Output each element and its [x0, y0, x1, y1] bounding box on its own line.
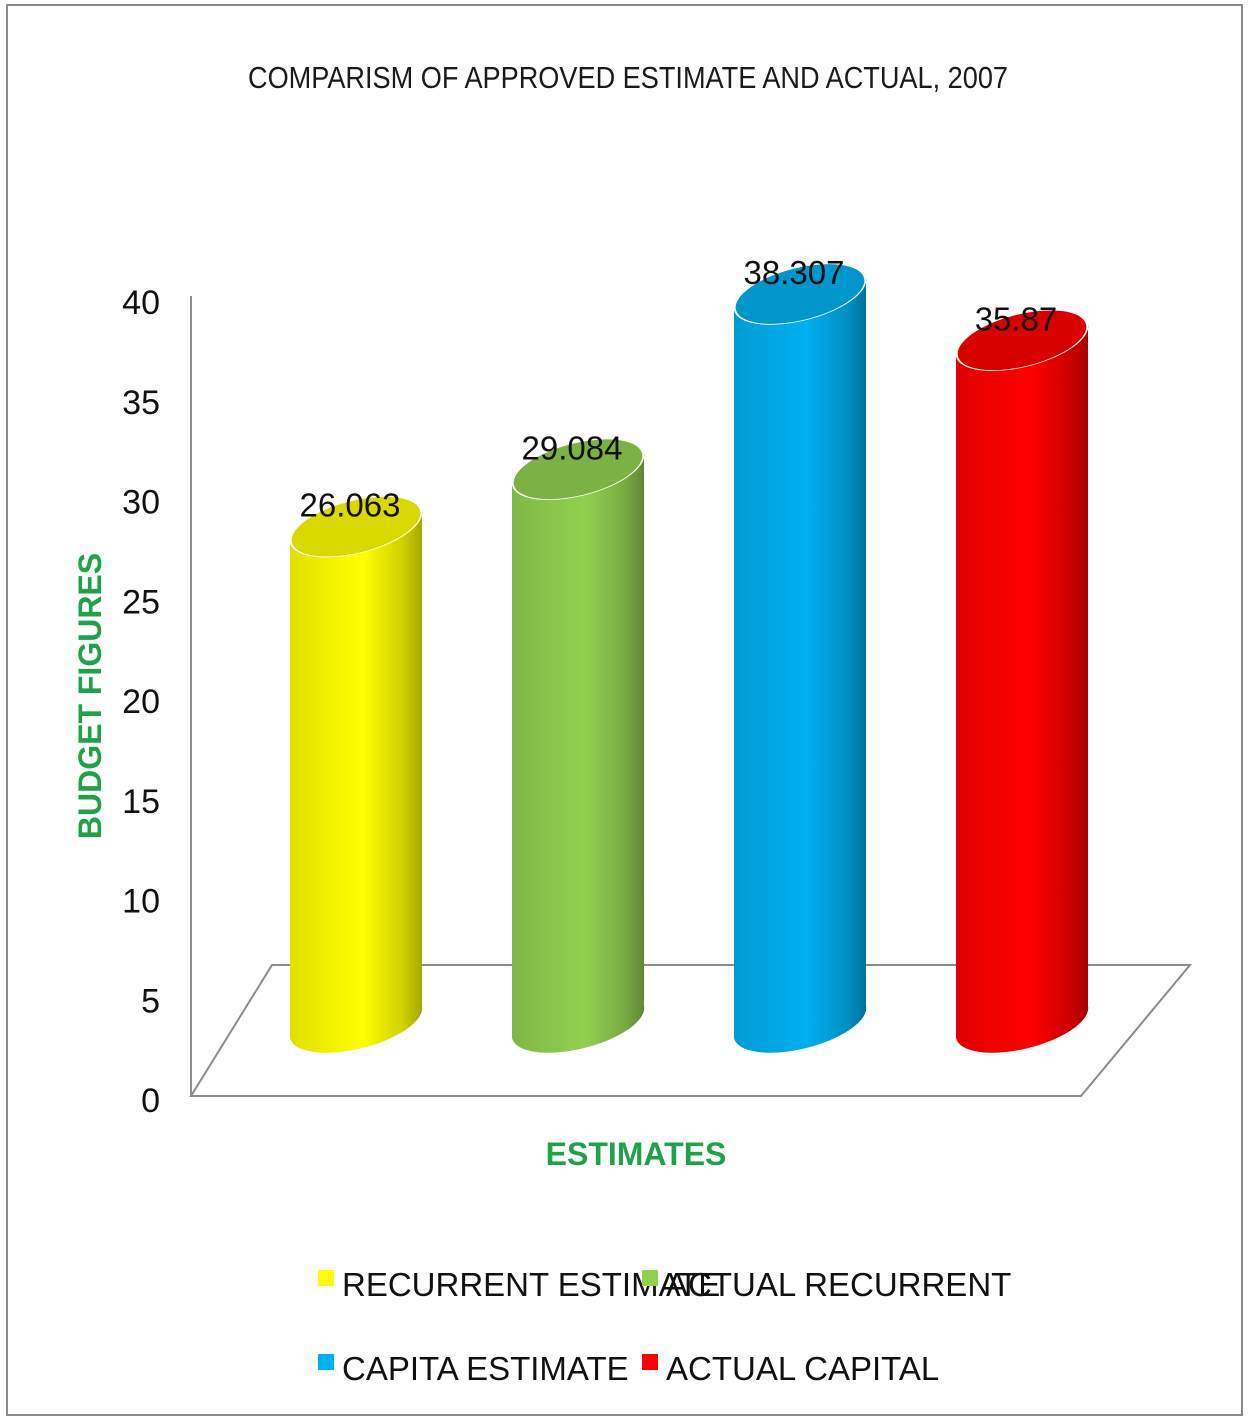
y-tick-label: 25	[122, 583, 160, 621]
bar-top-cap	[957, 310, 1087, 371]
data-label: 29.084	[522, 429, 623, 466]
y-tick-label: 30	[122, 484, 160, 522]
legend-item: CAPITA ESTIMATE	[318, 1350, 629, 1387]
y-tick-labels: 0 5 10 15 20 25 30 35 40	[122, 284, 160, 1120]
bar-top-cap	[735, 264, 865, 324]
bar-body	[290, 510, 423, 1053]
legend-label: ACTUAL RECURRENT	[666, 1266, 1011, 1303]
chart-title: COMPARISM OF APPROVED ESTIMATE AND ACTUA…	[248, 60, 1008, 95]
legend-item: ACTUAL RECURRENT	[642, 1266, 1011, 1303]
y-tick-label: 0	[141, 1082, 160, 1120]
bars	[290, 264, 1089, 1053]
y-tick-label: 35	[122, 384, 160, 422]
y-axis: 0 5 10 15 20 25 30 35 40	[122, 284, 192, 1120]
legend-item: RECURRENT ESTIMATE	[318, 1266, 720, 1303]
bar-body	[956, 324, 1089, 1053]
bar-2	[512, 439, 645, 1053]
bar-top-cap	[513, 439, 643, 500]
data-labels: 26.063 29.084 38.307 35.87	[300, 254, 1058, 524]
data-label: 35.87	[975, 300, 1058, 337]
bar-top-cap	[291, 496, 421, 557]
y-tick-label: 40	[122, 284, 160, 322]
legend-swatch	[642, 1354, 658, 1370]
y-axis-title: BUDGET FIGURES	[72, 553, 108, 839]
x-axis-title: ESTIMATES	[546, 1136, 727, 1172]
legend-item: ACTUAL CAPITAL	[642, 1350, 939, 1387]
y-tick-label: 10	[122, 883, 160, 921]
legend-label: ACTUAL CAPITAL	[666, 1350, 939, 1387]
floor-outline	[189, 964, 1193, 1097]
data-label: 38.307	[744, 254, 845, 291]
y-tick-label: 5	[141, 982, 160, 1020]
legend-swatch	[642, 1270, 658, 1286]
data-label: 26.063	[300, 487, 401, 524]
legend-label: RECURRENT ESTIMATE	[342, 1266, 720, 1303]
bar-body	[512, 453, 645, 1053]
legend-swatch	[318, 1354, 334, 1370]
bar-4	[956, 310, 1089, 1053]
bar-1	[290, 496, 423, 1053]
y-tick-label: 15	[122, 783, 160, 821]
legend-label: CAPITA ESTIMATE	[342, 1350, 629, 1387]
floor-plane	[189, 964, 1193, 1097]
y-tick-label: 20	[122, 683, 160, 721]
legend-swatch	[318, 1270, 334, 1286]
bar-3	[734, 264, 867, 1053]
bar-body	[734, 278, 867, 1053]
